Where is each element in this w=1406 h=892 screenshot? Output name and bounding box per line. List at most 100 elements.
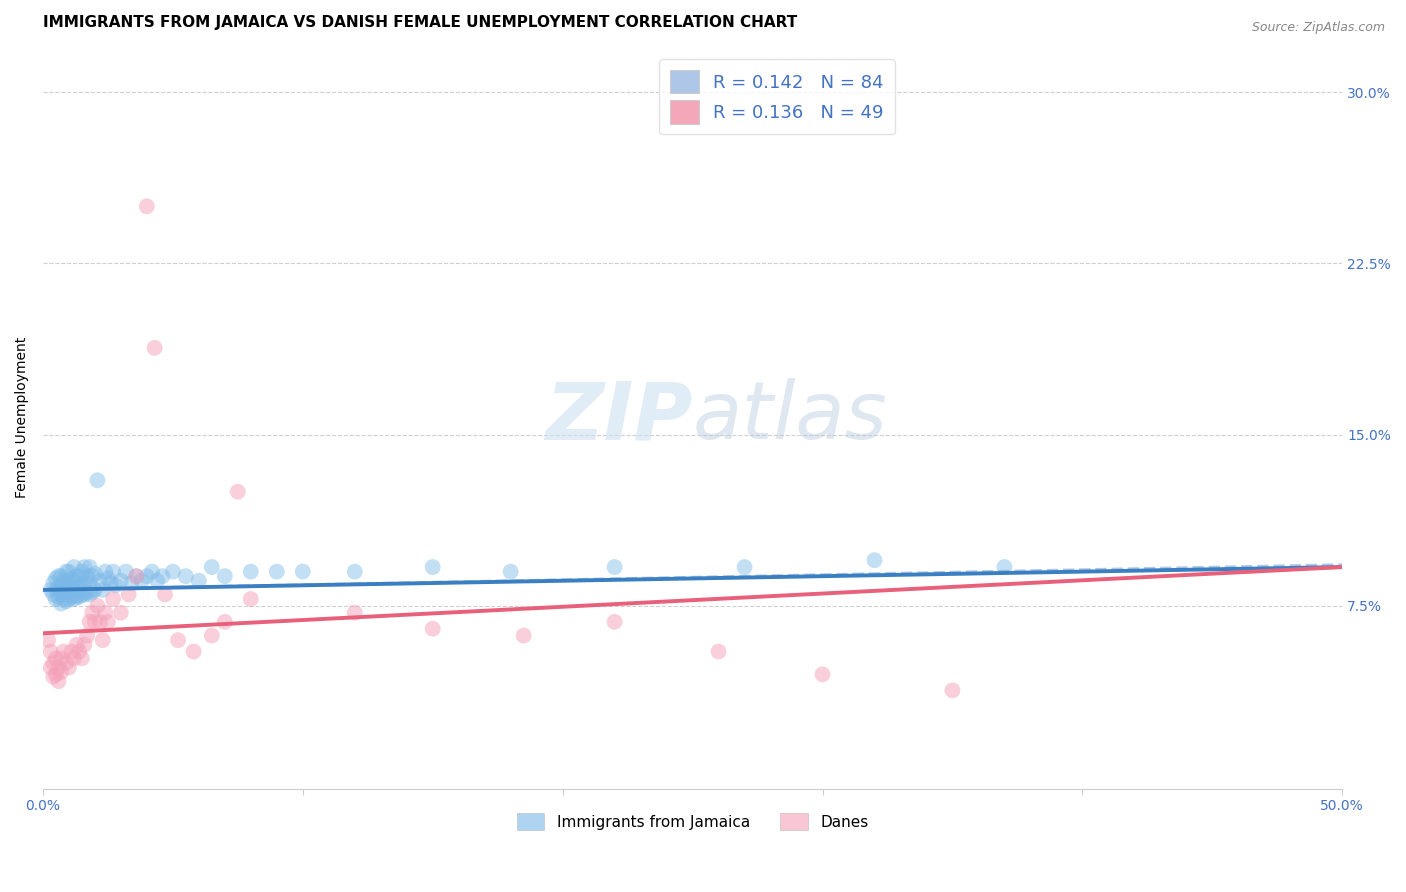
Point	[66, 638, 89, 652]
Point	[603, 615, 626, 629]
Point	[115, 565, 138, 579]
Point	[79, 615, 101, 629]
Point	[58, 565, 80, 579]
Point	[82, 606, 104, 620]
Point	[422, 622, 444, 636]
Point	[89, 574, 111, 588]
Point	[58, 592, 80, 607]
Point	[60, 590, 83, 604]
Point	[76, 585, 98, 599]
Text: Source: ZipAtlas.com: Source: ZipAtlas.com	[1251, 21, 1385, 34]
Point	[49, 587, 72, 601]
Point	[67, 569, 90, 583]
Text: ZIP: ZIP	[546, 378, 693, 457]
Point	[941, 683, 963, 698]
Point	[239, 565, 262, 579]
Point	[49, 569, 72, 583]
Point	[993, 560, 1015, 574]
Point	[97, 615, 120, 629]
Point	[239, 592, 262, 607]
Point	[86, 599, 108, 613]
Point	[707, 644, 730, 658]
Point	[174, 569, 197, 583]
Point	[82, 585, 104, 599]
Point	[39, 582, 62, 597]
Point	[52, 644, 75, 658]
Point	[79, 560, 101, 574]
Point	[343, 565, 366, 579]
Point	[94, 565, 117, 579]
Point	[63, 651, 86, 665]
Point	[67, 644, 90, 658]
Point	[45, 571, 67, 585]
Point	[201, 560, 224, 574]
Point	[67, 590, 90, 604]
Point	[60, 581, 83, 595]
Point	[42, 656, 65, 670]
Point	[48, 569, 70, 583]
Point	[58, 582, 80, 597]
Y-axis label: Female Unemployment: Female Unemployment	[15, 337, 30, 498]
Point	[58, 660, 80, 674]
Point	[499, 565, 522, 579]
Point	[603, 560, 626, 574]
Point	[73, 638, 96, 652]
Point	[89, 615, 111, 629]
Point	[49, 597, 72, 611]
Point	[42, 587, 65, 601]
Point	[45, 667, 67, 681]
Point	[226, 484, 249, 499]
Point	[39, 660, 62, 674]
Point	[422, 560, 444, 574]
Point	[60, 571, 83, 585]
Point	[60, 644, 83, 658]
Point	[73, 587, 96, 601]
Point	[125, 569, 148, 583]
Point	[811, 667, 834, 681]
Point	[52, 592, 75, 607]
Point	[67, 581, 90, 595]
Point	[141, 565, 163, 579]
Point	[55, 585, 77, 599]
Text: IMMIGRANTS FROM JAMAICA VS DANISH FEMALE UNEMPLOYMENT CORRELATION CHART: IMMIGRANTS FROM JAMAICA VS DANISH FEMALE…	[44, 15, 797, 30]
Point	[86, 473, 108, 487]
Point	[120, 576, 142, 591]
Point	[45, 592, 67, 607]
Point	[66, 581, 89, 595]
Point	[82, 569, 104, 583]
Point	[49, 651, 72, 665]
Point	[201, 628, 224, 642]
Point	[135, 199, 157, 213]
Point	[42, 576, 65, 591]
Point	[49, 578, 72, 592]
Point	[66, 569, 89, 583]
Point	[734, 560, 756, 574]
Point	[39, 644, 62, 658]
Point	[76, 569, 98, 583]
Point	[48, 674, 70, 689]
Point	[73, 560, 96, 574]
Point	[110, 574, 132, 588]
Point	[214, 569, 236, 583]
Point	[55, 576, 77, 591]
Point	[70, 565, 93, 579]
Point	[45, 651, 67, 665]
Point	[70, 578, 93, 592]
Point	[58, 574, 80, 588]
Point	[153, 587, 176, 601]
Legend: Immigrants from Jamaica, Danes: Immigrants from Jamaica, Danes	[510, 806, 875, 837]
Point	[55, 656, 77, 670]
Point	[79, 587, 101, 601]
Point	[73, 576, 96, 591]
Point	[83, 566, 105, 581]
Point	[76, 628, 98, 642]
Point	[91, 633, 114, 648]
Point	[863, 553, 886, 567]
Point	[63, 582, 86, 597]
Point	[63, 592, 86, 607]
Point	[63, 574, 86, 588]
Point	[117, 587, 139, 601]
Point	[214, 615, 236, 629]
Point	[183, 644, 205, 658]
Point	[83, 582, 105, 597]
